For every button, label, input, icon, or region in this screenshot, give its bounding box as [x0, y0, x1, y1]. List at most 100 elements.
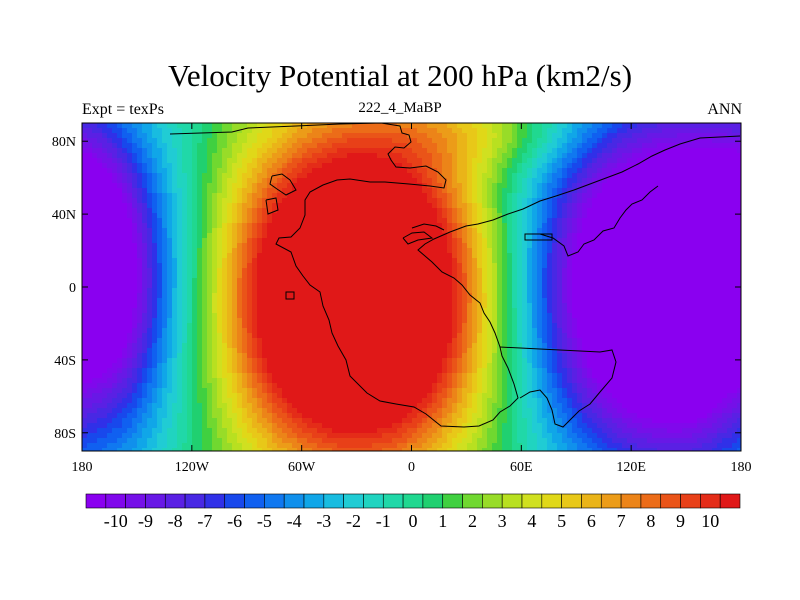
- field-cell: [252, 188, 258, 194]
- field-cell: [572, 248, 578, 254]
- field-cell: [672, 188, 678, 194]
- field-cell: [222, 213, 228, 219]
- field-cell: [347, 243, 353, 249]
- field-cell: [737, 168, 741, 174]
- field-cell: [567, 223, 573, 229]
- field-cell: [167, 163, 173, 169]
- field-cell: [567, 143, 573, 149]
- field-cell: [477, 308, 483, 314]
- field-cell: [392, 148, 398, 154]
- field-cell: [252, 223, 258, 229]
- field-cell: [322, 133, 328, 139]
- field-cell: [417, 198, 423, 204]
- field-cell: [427, 268, 433, 274]
- field-cell: [257, 288, 263, 294]
- field-cell: [267, 268, 273, 274]
- field-cell: [122, 228, 128, 234]
- field-cell: [577, 203, 583, 209]
- field-cell: [687, 168, 693, 174]
- field-cell: [432, 258, 438, 264]
- field-cell: [232, 233, 238, 239]
- field-cell: [307, 303, 313, 309]
- field-cell: [267, 148, 273, 154]
- field-cell: [192, 298, 198, 304]
- field-cell: [132, 273, 138, 279]
- field-cell: [532, 178, 538, 184]
- field-cell: [92, 198, 98, 204]
- field-cell: [587, 183, 593, 189]
- field-cell: [347, 223, 353, 229]
- field-cell: [177, 128, 183, 134]
- field-cell: [357, 128, 363, 134]
- field-cell: [167, 228, 173, 234]
- field-cell: [407, 143, 413, 149]
- field-cell: [477, 228, 483, 234]
- field-cell: [137, 178, 143, 184]
- field-cell: [252, 193, 258, 199]
- field-cell: [102, 228, 108, 234]
- field-cell: [157, 308, 163, 314]
- field-cell: [457, 223, 463, 229]
- field-cell: [87, 173, 93, 179]
- field-cell: [257, 123, 263, 129]
- field-cell: [112, 278, 118, 284]
- field-cell: [267, 273, 273, 279]
- field-cell: [112, 213, 118, 219]
- field-cell: [437, 153, 443, 159]
- field-cell: [337, 263, 343, 269]
- field-cell: [262, 158, 268, 164]
- field-cell: [367, 213, 373, 219]
- field-cell: [707, 183, 713, 189]
- field-cell: [92, 208, 98, 214]
- field-cell: [412, 178, 418, 184]
- field-cell: [292, 228, 298, 234]
- field-cell: [732, 128, 738, 134]
- field-cell: [602, 173, 608, 179]
- field-cell: [337, 243, 343, 249]
- field-cell: [737, 228, 741, 234]
- field-cell: [182, 263, 188, 269]
- field-cell: [507, 308, 513, 314]
- field-cell: [572, 148, 578, 154]
- field-cell: [172, 168, 178, 174]
- field-cell: [257, 148, 263, 154]
- field-cell: [82, 303, 88, 309]
- field-cell: [287, 258, 293, 264]
- field-cell: [307, 188, 313, 194]
- field-cell: [437, 123, 443, 129]
- field-cell: [202, 298, 208, 304]
- field-cell: [462, 218, 468, 224]
- field-cell: [387, 238, 393, 244]
- field-cell: [607, 228, 613, 234]
- field-cell: [472, 308, 478, 314]
- field-cell: [197, 293, 203, 299]
- field-cell: [192, 233, 198, 239]
- field-cell: [212, 248, 218, 254]
- field-cell: [317, 203, 323, 209]
- field-cell: [157, 293, 163, 299]
- field-cell: [717, 293, 723, 299]
- field-cell: [692, 288, 698, 294]
- field-cell: [137, 168, 143, 174]
- field-cell: [157, 173, 163, 179]
- field-cell: [477, 298, 483, 304]
- field-cell: [717, 123, 723, 129]
- field-cell: [437, 133, 443, 139]
- field-cell: [247, 228, 253, 234]
- field-cell: [602, 208, 608, 214]
- field-cell: [562, 123, 568, 129]
- field-cell: [592, 178, 598, 184]
- field-cell: [547, 158, 553, 164]
- field-cell: [282, 283, 288, 289]
- field-cell: [502, 298, 508, 304]
- field-cell: [572, 288, 578, 294]
- field-cell: [497, 123, 503, 129]
- field-cell: [722, 253, 728, 259]
- field-cell: [277, 218, 283, 224]
- field-cell: [287, 193, 293, 199]
- field-cell: [147, 303, 153, 309]
- field-cell: [247, 278, 253, 284]
- field-cell: [577, 253, 583, 259]
- field-cell: [562, 203, 568, 209]
- field-cell: [152, 188, 158, 194]
